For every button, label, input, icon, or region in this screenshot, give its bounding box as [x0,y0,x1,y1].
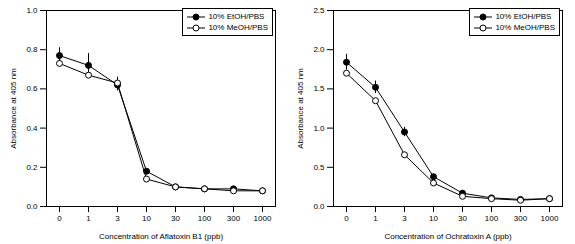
svg-text:1: 1 [373,214,378,223]
html-text:10% MeOH/PBS: 10% MeOH/PBS [495,23,555,32]
svg-text:300: 300 [514,214,528,223]
svg-text:1000: 1000 [254,214,272,223]
html-text:10% EtOH/PBS: 10% EtOH/PBS [495,12,552,21]
svg-text:0.8: 0.8 [26,45,38,54]
svg-text:Absorbance at 405 nm: Absorbance at 405 nm [296,68,305,149]
svg-text:1000: 1000 [541,214,559,223]
svg-text:10: 10 [142,214,151,223]
svg-text:2.0: 2.0 [313,45,325,54]
svg-text:0.0: 0.0 [313,202,325,211]
svg-text:Concentration of Aflatoxin B1: Concentration of Aflatoxin B1 (ppb) [99,232,223,241]
svg-text:30: 30 [458,214,467,223]
svg-text:30: 30 [171,214,180,223]
svg-text:2.5: 2.5 [313,6,325,15]
html-text:10% EtOH/PBS: 10% EtOH/PBS [208,12,265,21]
svg-text:3: 3 [115,214,120,223]
svg-text:10: 10 [429,214,438,223]
html-text:10% MeOH/PBS: 10% MeOH/PBS [208,23,268,32]
svg-text:3: 3 [402,214,407,223]
svg-text:0.5: 0.5 [313,163,325,172]
svg-text:Concentration of Ochratoxin A: Concentration of Ochratoxin A (ppb) [384,232,512,241]
svg-text:0.2: 0.2 [26,163,38,172]
svg-text:1: 1 [86,214,91,223]
svg-text:1.0: 1.0 [26,6,38,15]
svg-text:0.4: 0.4 [26,124,38,133]
svg-text:Absorbance at 405 nm: Absorbance at 405 nm [9,68,18,149]
svg-text:100: 100 [198,214,212,223]
svg-text:300: 300 [227,214,241,223]
svg-text:1.5: 1.5 [313,84,325,93]
svg-text:0: 0 [57,214,62,223]
svg-text:100: 100 [485,214,499,223]
svg-text:0.0: 0.0 [26,202,38,211]
svg-text:0: 0 [344,214,349,223]
svg-text:1.0: 1.0 [313,124,325,133]
svg-text:0.6: 0.6 [26,84,38,93]
